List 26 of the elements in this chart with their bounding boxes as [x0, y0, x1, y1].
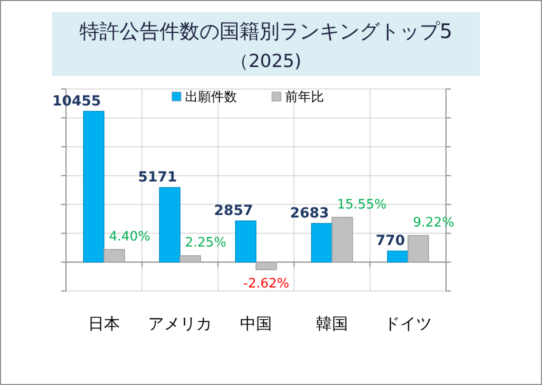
- data-label: 770: [376, 233, 406, 250]
- bar: [235, 220, 256, 263]
- bar: [408, 235, 429, 263]
- chart-subtitle: （2025): [230, 51, 302, 72]
- data-label: 2.25%: [185, 236, 226, 251]
- data-label: 15.55%: [337, 197, 387, 212]
- legend-label: 出願件数: [185, 90, 237, 105]
- x-tick-label: 韓国: [316, 314, 348, 333]
- chart-title: 特許公告件数の国籍別ランキングトップ5: [80, 19, 452, 43]
- x-tick-label: 中国: [240, 314, 272, 333]
- x-tick-label: 日本: [88, 314, 120, 333]
- bar: [83, 110, 104, 263]
- x-tick-label: ドイツ: [384, 314, 432, 333]
- x-tick-label: アメリカ: [148, 314, 212, 333]
- data-label: 2857: [214, 202, 253, 219]
- bar: [180, 255, 201, 263]
- data-label: 5171: [138, 170, 177, 186]
- data-label: -2.62%: [243, 276, 290, 292]
- data-label: 9.22%: [413, 216, 454, 231]
- legend-label: 前年比: [285, 90, 324, 105]
- data-label: 10455: [52, 93, 101, 110]
- bar: [256, 262, 277, 270]
- bar: [104, 249, 125, 263]
- bar: [159, 187, 180, 263]
- data-label: 2683: [290, 205, 329, 222]
- data-label: 4.40%: [109, 229, 150, 244]
